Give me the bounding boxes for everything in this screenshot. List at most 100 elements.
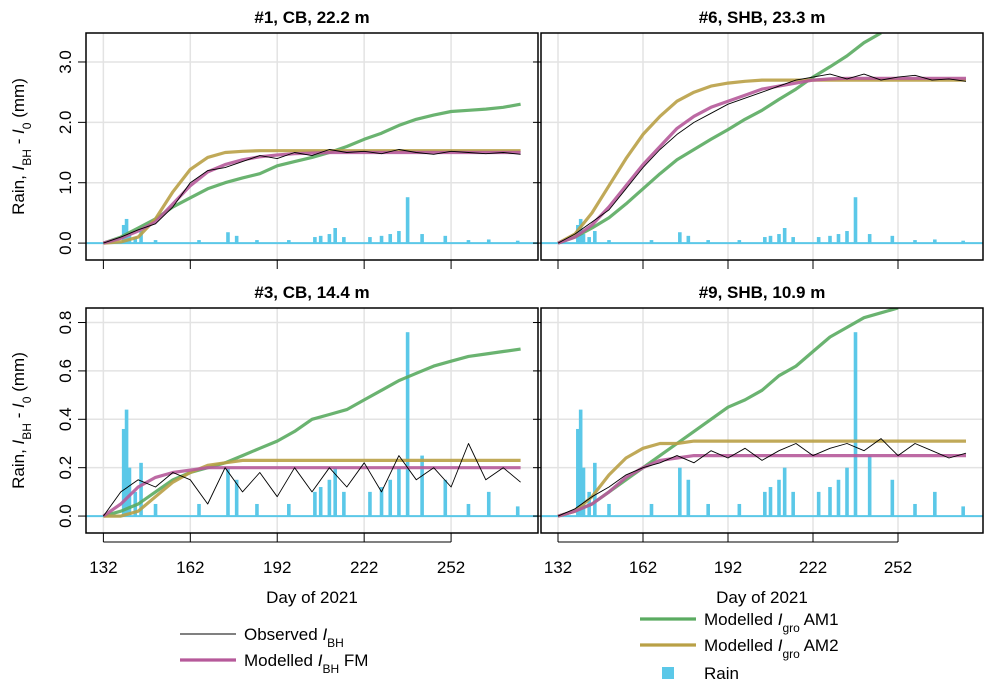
- x-tick-label: 252: [884, 558, 912, 577]
- rain-bar: [777, 479, 781, 517]
- rain-bar: [890, 235, 895, 244]
- rain-bar: [405, 197, 410, 244]
- rain-bar: [578, 218, 583, 244]
- rain-bar: [234, 479, 239, 517]
- panel-title: #3, CB, 14.4 m: [254, 283, 369, 302]
- x-axis-label: Day of 2021: [716, 588, 808, 607]
- text-part: 0: [20, 396, 34, 403]
- text-part: Observed: [244, 625, 322, 644]
- rain-bar: [933, 239, 937, 244]
- rain-bar: [763, 491, 767, 517]
- rain-bar: [777, 234, 781, 244]
- x-tick-label: 222: [799, 558, 827, 577]
- legend-label: Modelled Igro AM1: [704, 610, 839, 635]
- observed-line: [103, 443, 521, 517]
- legend-item: Observed IBH: [180, 625, 344, 650]
- text-part: I: [9, 439, 28, 444]
- text-part: I: [318, 651, 323, 670]
- rain-bar: [124, 218, 129, 244]
- rain-bar: [867, 455, 872, 517]
- rain-bar: [678, 232, 682, 244]
- text-part: I: [9, 129, 28, 134]
- rain-bar: [197, 240, 201, 244]
- rain-bar: [313, 491, 317, 517]
- rain-bar: [318, 487, 323, 517]
- rain-bar: [836, 479, 841, 517]
- panel-title: #6, SHB, 23.3 m: [699, 8, 826, 27]
- rain-bar: [593, 462, 597, 517]
- rain-bar: [961, 506, 965, 517]
- rain-bar: [845, 467, 849, 517]
- y-axis-label: Rain, IBH - I0 (mm): [9, 78, 34, 215]
- rain-bar: [287, 240, 291, 244]
- text-part: I: [322, 625, 327, 644]
- rain-bar: [828, 487, 832, 517]
- rain-bar: [791, 491, 795, 517]
- rain-bar: [853, 332, 858, 517]
- rain-bar: [327, 479, 332, 517]
- y-tick-label: 0.0: [56, 231, 75, 255]
- text-part: gro: [782, 647, 800, 661]
- rain-bar: [853, 197, 858, 244]
- rain-bar: [890, 479, 895, 517]
- rain-bar: [368, 237, 372, 244]
- rain-bar: [845, 231, 849, 244]
- legend-item: Modelled IBH FM: [180, 651, 368, 676]
- rain-bar: [397, 231, 401, 244]
- x-tick-label: 132: [544, 558, 572, 577]
- rain-bar: [342, 237, 346, 244]
- text-part: BH: [322, 662, 339, 676]
- rain-bar: [127, 467, 132, 517]
- text-part: Modelled: [244, 651, 318, 670]
- rain-bar: [313, 237, 317, 244]
- rain-bar: [255, 503, 259, 517]
- legend-label: Modelled IBH FM: [244, 651, 368, 676]
- rain-bar: [816, 237, 821, 244]
- text-part: I: [9, 165, 28, 170]
- panel-title: #9, SHB, 10.9 m: [699, 283, 826, 302]
- rain-bar: [333, 228, 337, 244]
- model-line: [557, 76, 966, 245]
- model-line: [103, 458, 521, 518]
- model-line: [103, 149, 521, 245]
- rain-bar: [581, 234, 586, 244]
- rain-bar: [405, 332, 410, 517]
- rain-bar: [368, 491, 372, 517]
- x-tick-label: 162: [629, 558, 657, 577]
- legend-label: Observed IBH: [244, 625, 344, 650]
- rain-bar: [686, 235, 691, 244]
- rain-bar: [678, 467, 682, 517]
- text-part: (mm): [9, 352, 28, 396]
- rain-bar: [124, 409, 129, 517]
- panel-frame: [540, 32, 984, 261]
- rain-bar: [706, 503, 710, 517]
- rain-bar: [466, 240, 471, 244]
- text-part: Modelled: [704, 610, 778, 629]
- observed-line: [103, 149, 521, 244]
- rain-bar: [255, 240, 259, 244]
- rain-bar: [763, 237, 767, 244]
- rain-bar: [486, 491, 491, 517]
- text-part: -: [9, 408, 28, 423]
- rain-bar: [153, 240, 158, 244]
- rain-bar: [836, 234, 841, 244]
- rain-bar: [388, 479, 393, 517]
- text-part: Modelled: [704, 636, 778, 655]
- rain-bar: [388, 234, 393, 244]
- model-line: [557, 78, 966, 245]
- rain-bar: [782, 228, 787, 244]
- rain-bar: [139, 231, 143, 244]
- rain-bar: [515, 506, 520, 517]
- plot-area: [541, 308, 983, 518]
- text-part: Rain,: [9, 444, 28, 488]
- rain-bar: [379, 487, 384, 517]
- model-line: [557, 439, 966, 518]
- y-tick-label: 0.8: [56, 311, 75, 335]
- rain-bar: [737, 503, 742, 517]
- rain-bar: [933, 491, 937, 517]
- rain-bar: [397, 467, 401, 517]
- rain-bar: [318, 235, 323, 244]
- x-axis-label: Day of 2021: [266, 588, 358, 607]
- rain-bar: [420, 455, 424, 517]
- rain-bar: [816, 491, 821, 517]
